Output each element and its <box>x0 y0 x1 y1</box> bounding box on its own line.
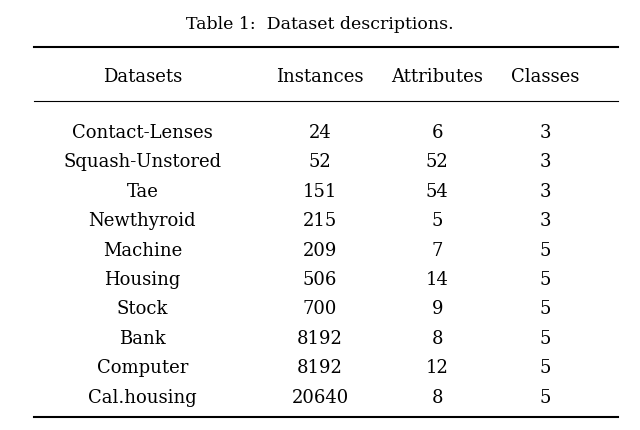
Text: 52: 52 <box>426 154 449 171</box>
Text: 3: 3 <box>540 154 551 171</box>
Text: Housing: Housing <box>104 271 180 289</box>
Text: 5: 5 <box>540 389 551 407</box>
Text: 8: 8 <box>431 389 443 407</box>
Text: 8192: 8192 <box>297 359 343 377</box>
Text: Bank: Bank <box>119 330 166 348</box>
Text: 24: 24 <box>308 124 332 142</box>
Text: Computer: Computer <box>97 359 188 377</box>
Text: 5: 5 <box>432 212 443 230</box>
Text: 20640: 20640 <box>291 389 349 407</box>
Text: Stock: Stock <box>116 301 168 319</box>
Text: 3: 3 <box>540 183 551 201</box>
Text: 8192: 8192 <box>297 330 343 348</box>
Text: 5: 5 <box>540 271 551 289</box>
Text: 209: 209 <box>303 242 337 260</box>
Text: Squash-Unstored: Squash-Unstored <box>63 154 221 171</box>
Text: 6: 6 <box>431 124 443 142</box>
Text: 8: 8 <box>431 330 443 348</box>
Text: 12: 12 <box>426 359 449 377</box>
Text: Contact-Lenses: Contact-Lenses <box>72 124 212 142</box>
Text: 5: 5 <box>540 242 551 260</box>
Text: Table 1:  Dataset descriptions.: Table 1: Dataset descriptions. <box>186 15 454 33</box>
Text: Attributes: Attributes <box>392 68 483 86</box>
Text: 151: 151 <box>303 183 337 201</box>
Text: 3: 3 <box>540 212 551 230</box>
Text: 52: 52 <box>308 154 332 171</box>
Text: 5: 5 <box>540 301 551 319</box>
Text: 700: 700 <box>303 301 337 319</box>
Text: 7: 7 <box>432 242 443 260</box>
Text: Instances: Instances <box>276 68 364 86</box>
Text: Tae: Tae <box>127 183 158 201</box>
Text: 215: 215 <box>303 212 337 230</box>
Text: 3: 3 <box>540 124 551 142</box>
Text: Cal.housing: Cal.housing <box>88 389 196 407</box>
Text: Newthyroid: Newthyroid <box>88 212 196 230</box>
Text: Machine: Machine <box>103 242 182 260</box>
Text: Datasets: Datasets <box>103 68 182 86</box>
Text: 506: 506 <box>303 271 337 289</box>
Text: Classes: Classes <box>511 68 579 86</box>
Text: 5: 5 <box>540 330 551 348</box>
Text: 5: 5 <box>540 359 551 377</box>
Text: 9: 9 <box>431 301 443 319</box>
Text: 14: 14 <box>426 271 449 289</box>
Text: 54: 54 <box>426 183 449 201</box>
